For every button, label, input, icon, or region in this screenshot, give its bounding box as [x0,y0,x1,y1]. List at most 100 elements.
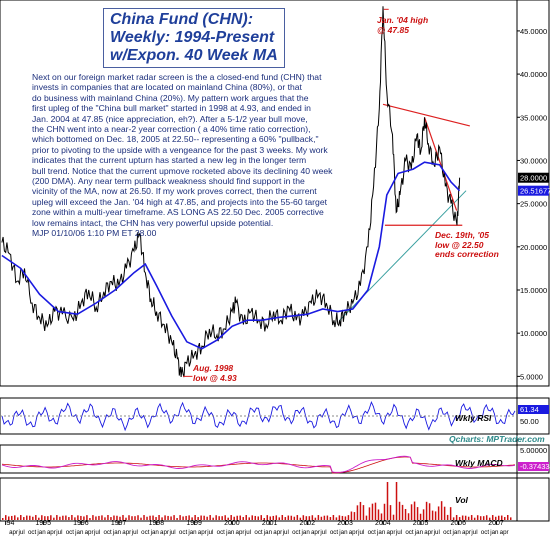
macd-panel-frame [0,444,550,474]
annotation-line: low @ 22.50 [435,239,484,250]
volume-bar [173,515,175,520]
volume-bar [110,517,112,520]
y-tick-label: 10.0000 [520,329,547,338]
ma-value-label: 26.51677 [520,187,550,196]
x-month-label: oct [254,529,263,536]
volume-bar [242,517,244,520]
volume-bar [152,515,154,520]
volume-bar [428,503,431,520]
volume-bar [23,517,25,520]
macd-level-label: 5.00000 [520,446,547,455]
x-tick-label: 2003 [337,520,353,527]
x-month-label: jul [282,529,289,536]
macd-value-label: -0.37433 [520,462,550,471]
x-month-label: jul [55,529,62,536]
volume-bar [257,516,259,520]
volume-bar [416,507,419,520]
x-month-label: apr [311,529,320,536]
volume-bar [473,517,476,520]
x-month-label: jan [338,529,348,536]
volume-bar [254,515,256,520]
volume-bar [116,515,118,520]
volume-bar [158,515,160,520]
x-month-label: jan [452,529,462,536]
volume-bar [329,517,332,520]
commentary-line: vicinity of the MA, now at 26.50. If my … [32,186,317,197]
volume-bar [464,515,467,520]
volume-bar [269,516,272,520]
volume-bar [200,515,202,520]
y-tick-label: 35.0000 [520,113,547,122]
volume-bar [398,501,401,520]
volume-bar [278,517,281,520]
volume-bar [194,515,196,520]
volume-bar [326,515,329,520]
commentary-line: the CHN went into a near-2 year correcti… [32,124,311,135]
annotation-aug98-low: Aug. 1998 low @ 4.93 [193,363,237,383]
volume-bar [155,517,157,520]
x-month-label: jul [206,529,213,536]
volume-bar [128,515,130,520]
x-month-label: apr [349,529,358,536]
rsi-panel-label: Wkly RSI [455,413,492,423]
volume-bar [488,517,491,520]
volume-bar [482,516,485,520]
volume-bar [245,515,247,520]
volume-bar [101,515,103,520]
commentary-line: do business with mainland China (20%). M… [32,92,309,103]
volume-bar [56,515,58,520]
x-tick-label: 2001 [262,520,278,527]
x-month-label: jul [470,529,477,536]
x-month-label: oct [217,529,226,536]
x-month-label: jan [414,529,424,536]
volume-bar [221,516,223,520]
volume-bar [434,511,437,520]
volume-bar [176,517,178,520]
volume-bar [359,501,362,520]
volume-bar [299,517,302,520]
volume-bar [386,482,389,520]
volume-bar [26,515,28,520]
macd-value-badge [518,462,549,471]
volume-bar [32,516,34,520]
volume-bar [503,517,506,520]
volume-bar [479,516,482,520]
commentary-line: (200 DMA). Any near term pullback weakne… [32,176,305,187]
volume-bar [248,517,250,520]
volume-bar [122,515,124,520]
volume-bar [8,516,10,520]
volume-bar [89,517,91,520]
x-tick-label: 1998 [149,520,165,527]
annotation-line: Jan. '04 high [377,15,429,25]
volume-bar [137,515,139,520]
y-tick-label: 15.0000 [520,286,547,295]
x-month-label: jul [433,529,440,536]
volume-bar [437,506,440,520]
x-month-label: jan [74,529,84,536]
volume-bar [179,515,181,520]
volume-bar [236,515,238,520]
x-month-label: oct [28,529,37,536]
y-tick-label: 30.0000 [520,156,547,165]
x-month-label: oct [292,529,301,536]
x-month-label: oct [368,529,377,536]
commentary-line: which bottomed on Dec. 18, 2005 at 22.50… [32,134,319,145]
volume-bar [458,517,461,520]
commentary-line: low remains intact, the CHN has very pow… [32,217,274,228]
volume-bar [11,515,13,520]
volume-bar [119,516,121,520]
volume-bar [362,505,365,520]
x-month-label: apr [160,529,169,536]
volume-bar [485,515,488,520]
volume-bar [230,515,232,520]
volume-bar [20,515,22,520]
x-month-label: oct [141,529,150,536]
x-month-label: oct [330,529,339,536]
volume-bar [368,507,371,520]
x-month-label: jul [131,529,138,536]
x-tick-label: 2000 [224,520,240,527]
volume-bar [506,515,509,520]
y-tick-label: 20.0000 [520,243,547,252]
x-tick-label: 2006 [451,520,467,527]
